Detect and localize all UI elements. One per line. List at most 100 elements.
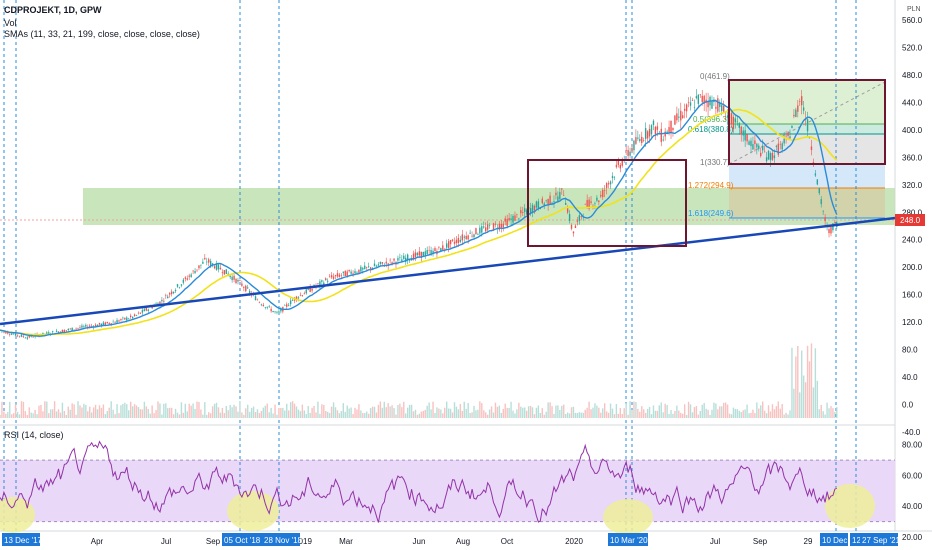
volume-bar (422, 410, 424, 418)
volume-bar (14, 404, 17, 418)
trendline[interactable] (0, 216, 896, 326)
candle-body (785, 135, 787, 137)
volume-bar (568, 413, 571, 418)
candle-body (699, 94, 701, 96)
volume-bar (63, 410, 66, 418)
candle-body (664, 131, 666, 137)
candle-body (389, 259, 391, 261)
rsi-circle-3 (603, 499, 653, 535)
candle-body (16, 334, 19, 336)
candle-body (176, 284, 179, 287)
candle-body (254, 296, 257, 301)
volume-bar (96, 409, 99, 418)
volume-bar (531, 407, 534, 418)
volume-bar (588, 401, 590, 418)
candle-body (202, 261, 204, 264)
candle-body (200, 264, 202, 266)
volume-bar (34, 409, 36, 418)
volume-bar (685, 414, 688, 418)
candle-body (237, 279, 239, 282)
volume-bar (561, 405, 563, 418)
candle-body (650, 125, 653, 135)
volume-bar (639, 411, 641, 418)
candle-body (730, 113, 733, 125)
volume-bar (672, 413, 674, 418)
symbol-legend[interactable]: CDPROJEKT, 1D, GPW (4, 5, 102, 15)
candle-body (775, 145, 778, 147)
candle-body (566, 208, 569, 213)
volume-legend[interactable]: Vol (4, 18, 17, 28)
rsi-legend[interactable]: RSI (14, close) (4, 430, 64, 440)
candle-body (498, 223, 501, 230)
candle-body (229, 275, 231, 278)
candle-body (104, 322, 107, 326)
candle-body (297, 297, 300, 299)
volume-bar (619, 407, 622, 418)
volume-bar (139, 409, 142, 418)
candle-body (707, 101, 709, 108)
price-tick-label: 400.0 (902, 126, 923, 135)
candle-body (678, 116, 680, 118)
volume-bar (73, 404, 75, 418)
candle-body (633, 140, 635, 151)
candle-body (406, 254, 409, 261)
volume-bar (785, 412, 787, 418)
volume-bar (286, 403, 288, 418)
candle-body (71, 327, 73, 331)
candle-body (760, 152, 762, 157)
sma-legend[interactable]: SMAs (11, 33, 21, 199, close, close, clo… (4, 29, 200, 39)
date-badge-label: 28 Nov '18 (264, 536, 303, 545)
time-axis[interactable]: Apr Jul Sep 2019 Mar Jun Aug Oct 2020 Jul Sep 29 (91, 537, 813, 546)
volume-bar (687, 401, 690, 418)
volume-bar (219, 412, 222, 418)
volume-bar (826, 402, 828, 418)
volume-bar (602, 408, 604, 418)
candle-body (309, 286, 311, 292)
volume-bar (522, 407, 524, 418)
time-tick-label: Mar (339, 537, 353, 546)
volume-bar (746, 404, 748, 418)
price-axis[interactable]: 560.0 520.0 480.0 440.0 400.0 360.0 320.0 280.0… (902, 16, 923, 437)
volume-bar (633, 401, 635, 418)
volume-bar (284, 410, 286, 418)
price-tick-label: 320.0 (902, 181, 923, 190)
volume-bar (748, 413, 750, 418)
candle-body (594, 203, 596, 204)
candle-body (734, 118, 737, 123)
rsi-axis[interactable]: 80.00 60.00 40.00 20.00 (902, 441, 923, 542)
volume-bar (387, 403, 389, 418)
volume-bar (682, 413, 684, 418)
volume-bar (485, 412, 487, 418)
volume-bar (213, 403, 216, 418)
candle-body (403, 255, 405, 260)
candle-body (518, 218, 520, 220)
volume-bar (98, 405, 101, 418)
candle-body (338, 274, 341, 277)
volume-bar (763, 410, 766, 418)
volume-bar (680, 412, 682, 418)
candle-body (555, 192, 557, 196)
candle-body (613, 176, 616, 178)
candle-body (676, 113, 678, 121)
volume-bar (434, 412, 436, 418)
candle-body (77, 327, 79, 329)
volume-bar (186, 411, 188, 418)
candle-body (602, 189, 604, 198)
candle-body (131, 316, 134, 319)
volume-bar (584, 409, 586, 418)
candle-body (508, 217, 510, 221)
volume-bar (607, 412, 610, 418)
candle-body (461, 234, 464, 241)
volume-bar (190, 405, 192, 418)
volume-bar (615, 404, 618, 418)
volume-bar (264, 405, 266, 418)
volume-bar (85, 404, 87, 418)
candle-body (9, 334, 11, 335)
volume-bar (777, 401, 780, 418)
candle-body (217, 264, 220, 270)
candle-body (771, 152, 774, 160)
consolidation-box-2021[interactable] (728, 79, 886, 165)
volume-bar (578, 412, 581, 418)
consolidation-box-2020[interactable] (527, 159, 687, 247)
